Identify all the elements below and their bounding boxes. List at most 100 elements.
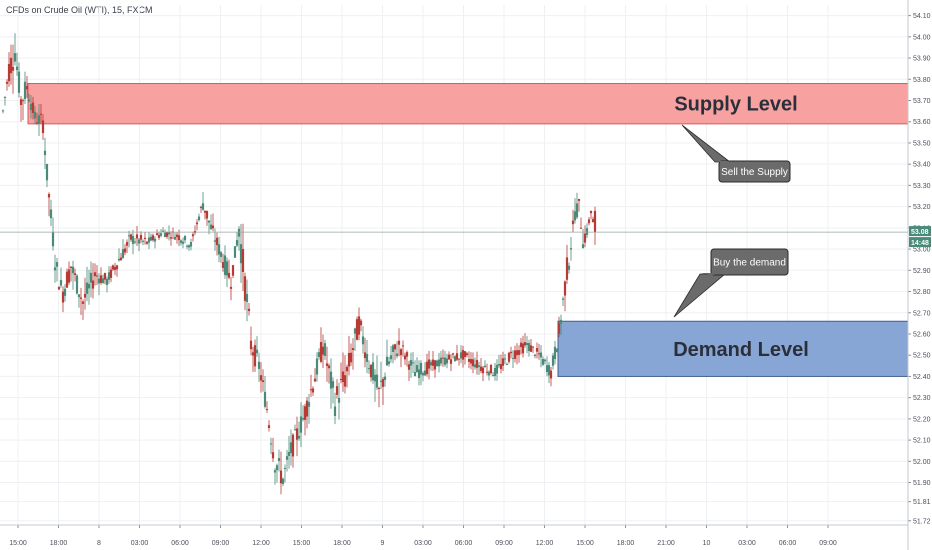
candle-body — [559, 319, 563, 324]
candle-body — [545, 365, 549, 373]
candle-body — [11, 66, 15, 71]
buy-demand-callout-text: Buy the demand — [713, 258, 786, 269]
candle-body — [173, 236, 177, 240]
candle-body — [335, 386, 339, 395]
candle-body — [85, 282, 89, 294]
candle-body — [357, 316, 361, 335]
candle-body — [395, 353, 399, 357]
y-tick-label: 53.80 — [913, 77, 931, 84]
candle-body — [7, 63, 11, 82]
candle-body — [519, 342, 523, 348]
candle-body — [587, 219, 591, 224]
y-tick-label: 53.60 — [913, 119, 931, 126]
y-tick-label: 53.70 — [913, 98, 931, 105]
candle-body — [137, 239, 141, 244]
candle-body — [109, 269, 113, 278]
candle-body — [293, 429, 297, 431]
candle-body — [359, 320, 363, 326]
candle-body — [591, 219, 595, 223]
candle-body — [409, 360, 413, 366]
sell-supply-callout-pointer-join — [716, 161, 729, 163]
candle-body — [403, 355, 407, 360]
candle-body — [197, 216, 201, 221]
x-tick-label: 03:00 — [414, 540, 432, 547]
candle-body — [339, 378, 343, 381]
candle-body — [401, 345, 405, 347]
x-tick-label: 12:00 — [252, 540, 270, 547]
candle-body — [101, 278, 105, 284]
candle-body — [73, 273, 77, 275]
buy-demand-callout-pointer-join — [701, 273, 724, 275]
x-tick-label: 21:00 — [657, 540, 675, 547]
candle-body — [91, 280, 95, 289]
candle-body — [151, 235, 155, 241]
candle-body — [159, 233, 163, 236]
candle-body — [275, 465, 279, 471]
candle-body — [63, 288, 67, 296]
y-tick-label: 51.72 — [913, 518, 931, 525]
candle-body — [23, 81, 27, 100]
candle-body — [249, 340, 253, 350]
x-tick-label: 18:00 — [617, 540, 635, 547]
candle-body — [229, 286, 233, 289]
candle-body — [21, 100, 25, 102]
candle-body — [329, 371, 333, 389]
candle-body — [99, 275, 103, 283]
candle-body — [209, 224, 213, 230]
candle-body — [291, 434, 295, 457]
candle-body — [583, 233, 587, 243]
candle-body — [187, 245, 191, 248]
candle-body — [435, 360, 439, 367]
candle-body — [393, 344, 397, 350]
candle-body — [505, 364, 509, 366]
candle-body — [87, 283, 91, 289]
candle-body — [465, 353, 469, 356]
candle-body — [145, 241, 149, 244]
candle-body — [365, 354, 369, 362]
candle-body — [237, 228, 241, 237]
y-tick-label: 52.00 — [913, 459, 931, 466]
candle-body — [471, 359, 475, 367]
candle-body — [79, 297, 83, 299]
x-tick-label: 09:00 — [212, 540, 230, 547]
candle-body — [427, 359, 431, 369]
candle-body — [555, 348, 559, 352]
candle-body — [513, 350, 517, 359]
candle-body — [5, 81, 9, 84]
candle-body — [529, 345, 533, 352]
candle-body — [333, 406, 337, 417]
candle-body — [549, 370, 553, 379]
candle-body — [93, 272, 97, 277]
candle-body — [31, 102, 35, 113]
candle-body — [537, 353, 541, 355]
candle-body — [261, 380, 265, 383]
candle-body — [153, 238, 157, 242]
candle-body — [353, 328, 357, 334]
x-tick-label: 10 — [703, 540, 711, 547]
candle-body — [83, 293, 87, 298]
candle-body — [273, 470, 277, 473]
candle-body — [283, 467, 287, 469]
candle-body — [385, 356, 389, 366]
candle-body — [251, 352, 255, 356]
candle-body — [467, 359, 471, 362]
candle-body — [71, 266, 75, 274]
candle-body — [477, 365, 481, 367]
candle-body — [89, 272, 93, 283]
candle-body — [211, 225, 215, 229]
candle-body — [503, 358, 507, 360]
candle-body — [489, 364, 493, 374]
candle-body — [371, 362, 375, 381]
candle-body — [235, 240, 239, 246]
candle-body — [43, 150, 47, 156]
candle-body — [423, 370, 427, 376]
x-tick-label: 15:00 — [9, 540, 27, 547]
candle-body — [121, 249, 125, 259]
candle-body — [113, 266, 117, 270]
candle-body — [147, 237, 151, 243]
candle-body — [77, 294, 81, 298]
y-tick-label: 52.40 — [913, 374, 931, 381]
sell-supply-callout-text: Sell the Supply — [721, 167, 788, 178]
